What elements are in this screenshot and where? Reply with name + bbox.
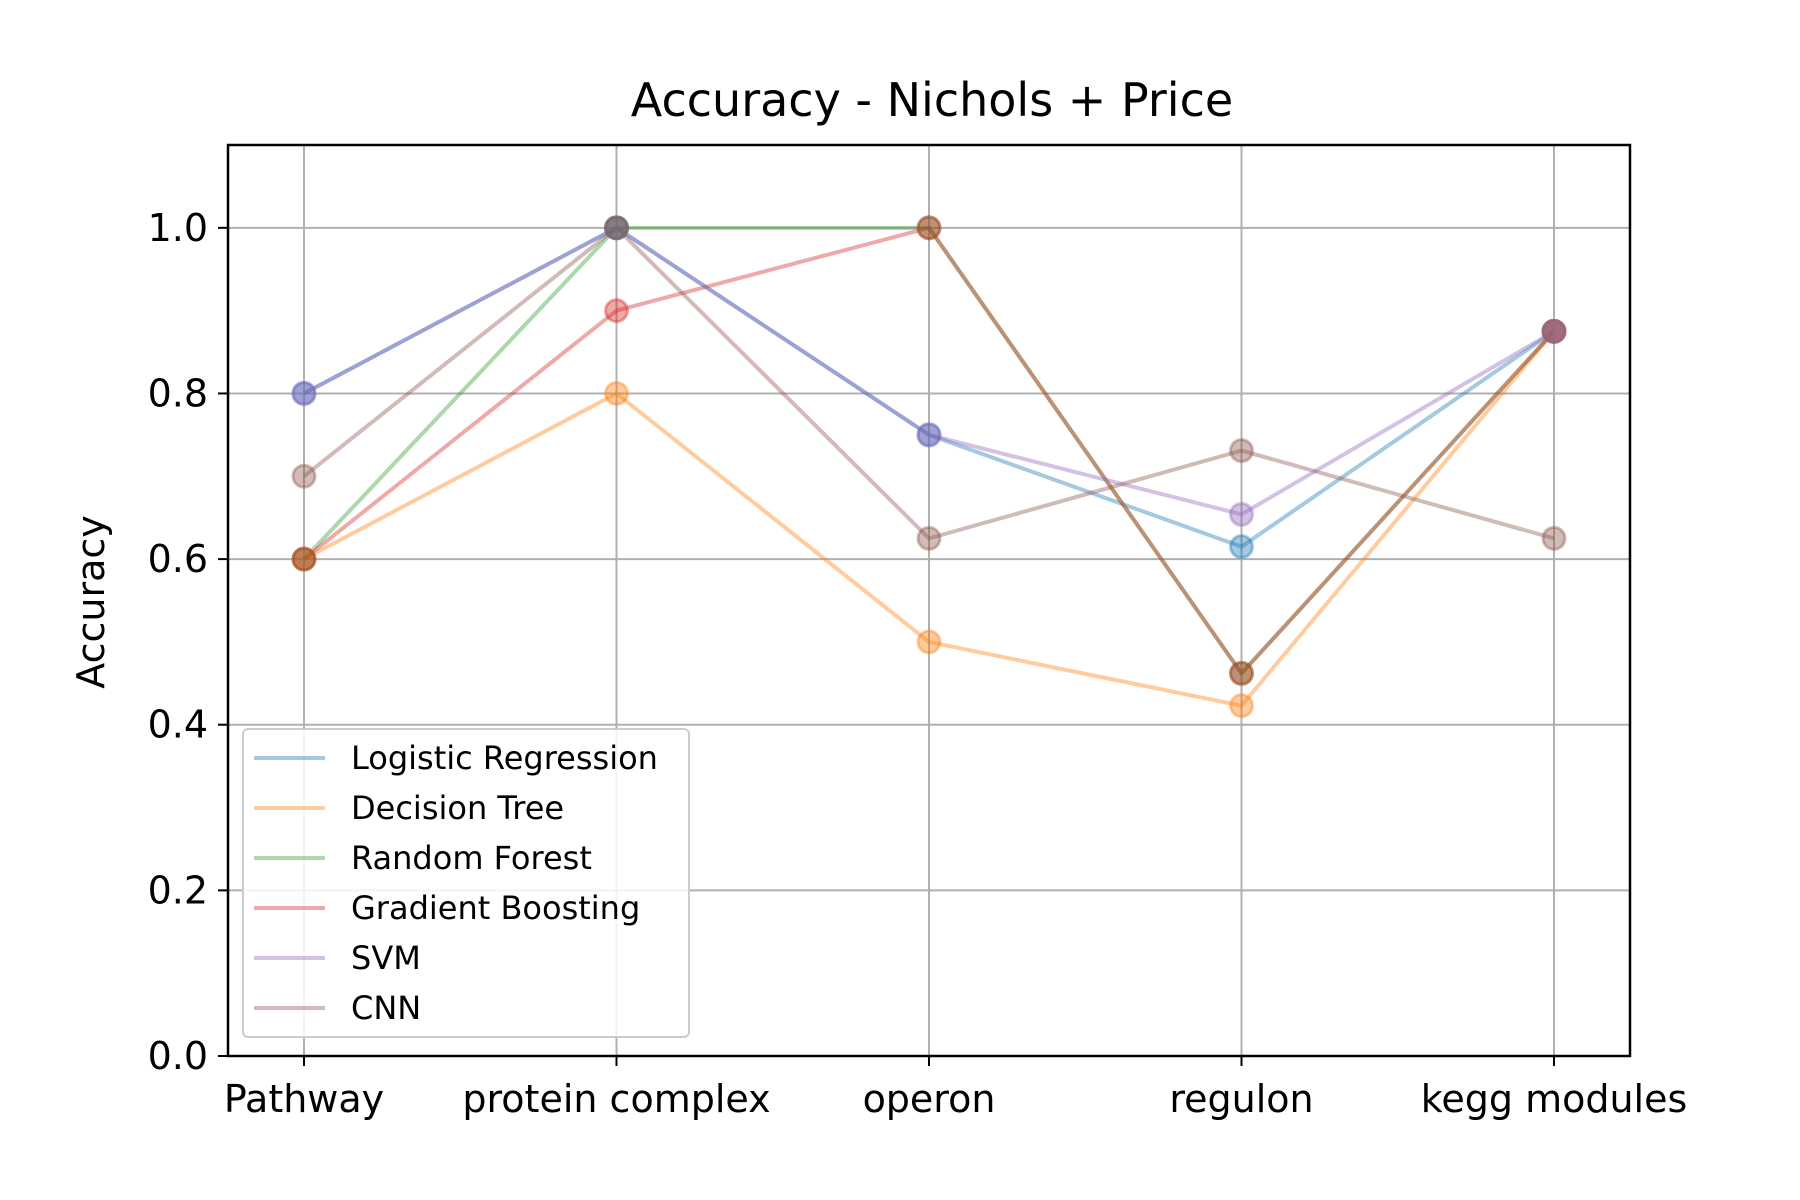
y-tick-label: 0.8 [148,371,208,415]
data-point [916,215,942,241]
series-line [303,330,1556,708]
legend: Logistic Regression Decision Tree Random F… [242,728,690,1038]
series-line [302,225,1555,541]
data-point [916,629,942,655]
data-point [291,380,317,406]
data-point [604,215,629,241]
data-point [604,380,629,406]
legend-label: SVM [351,939,421,977]
legend-label: Random Forest [351,839,592,877]
legend-box [242,728,690,1038]
series-lines [302,225,1556,708]
data-point [1541,318,1567,344]
y-axis-label: Accuracy [69,515,113,689]
series-markers [291,215,1567,719]
data-point [1229,534,1254,560]
data-point [1541,318,1567,344]
y-tick-label: 1.0 [148,206,208,250]
data-point [1229,501,1254,527]
y-axis: 0.0 0.2 0.4 0.6 0.8 1.0 [148,206,228,1078]
x-axis: Pathway protein complex operon regulon kegg … [224,1056,1687,1121]
y-tick-label: 0.2 [148,868,208,912]
data-point [1229,660,1254,686]
y-tick-label: 0.4 [148,703,208,747]
series-line [302,225,1556,676]
x-tick-label: regulon [1169,1077,1313,1121]
data-point [291,546,317,572]
data-point [1541,318,1567,344]
y-tick-label: 0.0 [148,1034,208,1078]
data-point [1541,525,1567,551]
series-line [303,225,1556,517]
legend-label: Decision Tree [351,789,564,827]
data-point [1541,318,1567,344]
data-point [291,463,317,489]
data-point [604,215,629,241]
data-point [916,422,942,448]
y-tick-label: 0.6 [148,537,208,581]
x-tick-label: operon [863,1077,996,1121]
data-point [1229,438,1254,464]
legend-label: Logistic Regression [351,739,658,777]
data-point [1229,660,1254,686]
data-point [604,215,629,241]
data-point [1229,693,1254,719]
data-point [291,380,317,406]
x-tick-label: protein complex [462,1077,770,1121]
data-point [916,422,942,448]
data-point [604,298,629,324]
data-point [916,525,942,551]
chart-title: Accuracy - Nichols + Price [631,73,1233,127]
x-tick-label: kegg modules [1421,1077,1688,1121]
legend-label: Gradient Boosting [351,889,640,927]
data-point [291,546,317,572]
data-point [604,215,629,241]
data-point [916,215,942,241]
data-point [1541,318,1567,344]
x-tick-label: Pathway [224,1077,384,1121]
data-point [291,546,317,572]
grid-lines [228,145,1630,1057]
series-line [303,225,1556,549]
series-line [302,225,1556,676]
legend-label: CNN [351,989,421,1027]
